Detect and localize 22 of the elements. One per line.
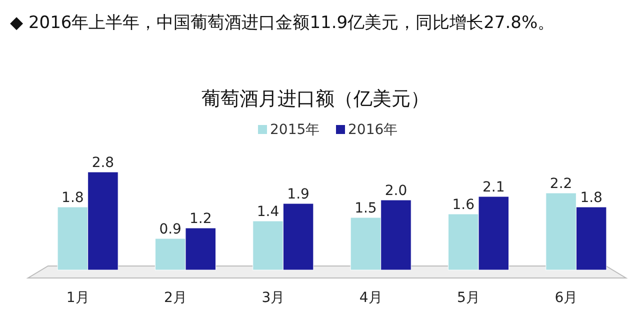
data-label: 1.6 [452, 197, 475, 213]
x-tick-label: 4月 [359, 290, 382, 306]
data-label: 1.8 [580, 190, 602, 206]
legend-label: 2015年 [270, 122, 320, 138]
data-label: 1.4 [256, 204, 280, 220]
data-label: 2.0 [384, 183, 408, 199]
chart-subtitle: 葡萄酒月进口额（亿美元） [202, 88, 430, 110]
x-tick-label: 5月 [457, 290, 480, 306]
data-label: 2.1 [482, 180, 505, 196]
data-label: 1.8 [62, 190, 84, 206]
data-label: 1.5 [354, 200, 377, 216]
x-tick-label: 2月 [164, 290, 187, 306]
data-label: 2.2 [550, 176, 572, 192]
data-label: 1.9 [287, 186, 310, 202]
x-tick-label: 6月 [554, 290, 578, 306]
legend-label: 2016年 [348, 122, 398, 138]
x-tick-label: 3月 [262, 290, 285, 306]
x-tick-label: 1月 [66, 290, 90, 306]
chart-title: ◆ 2016年上半年，中国葡萄酒进口金额11.9亿美元，同比增长27.8%。 [10, 13, 555, 33]
data-label: 1.2 [189, 211, 212, 227]
data-label: 0.9 [159, 222, 182, 238]
data-label: 2.8 [92, 155, 114, 171]
